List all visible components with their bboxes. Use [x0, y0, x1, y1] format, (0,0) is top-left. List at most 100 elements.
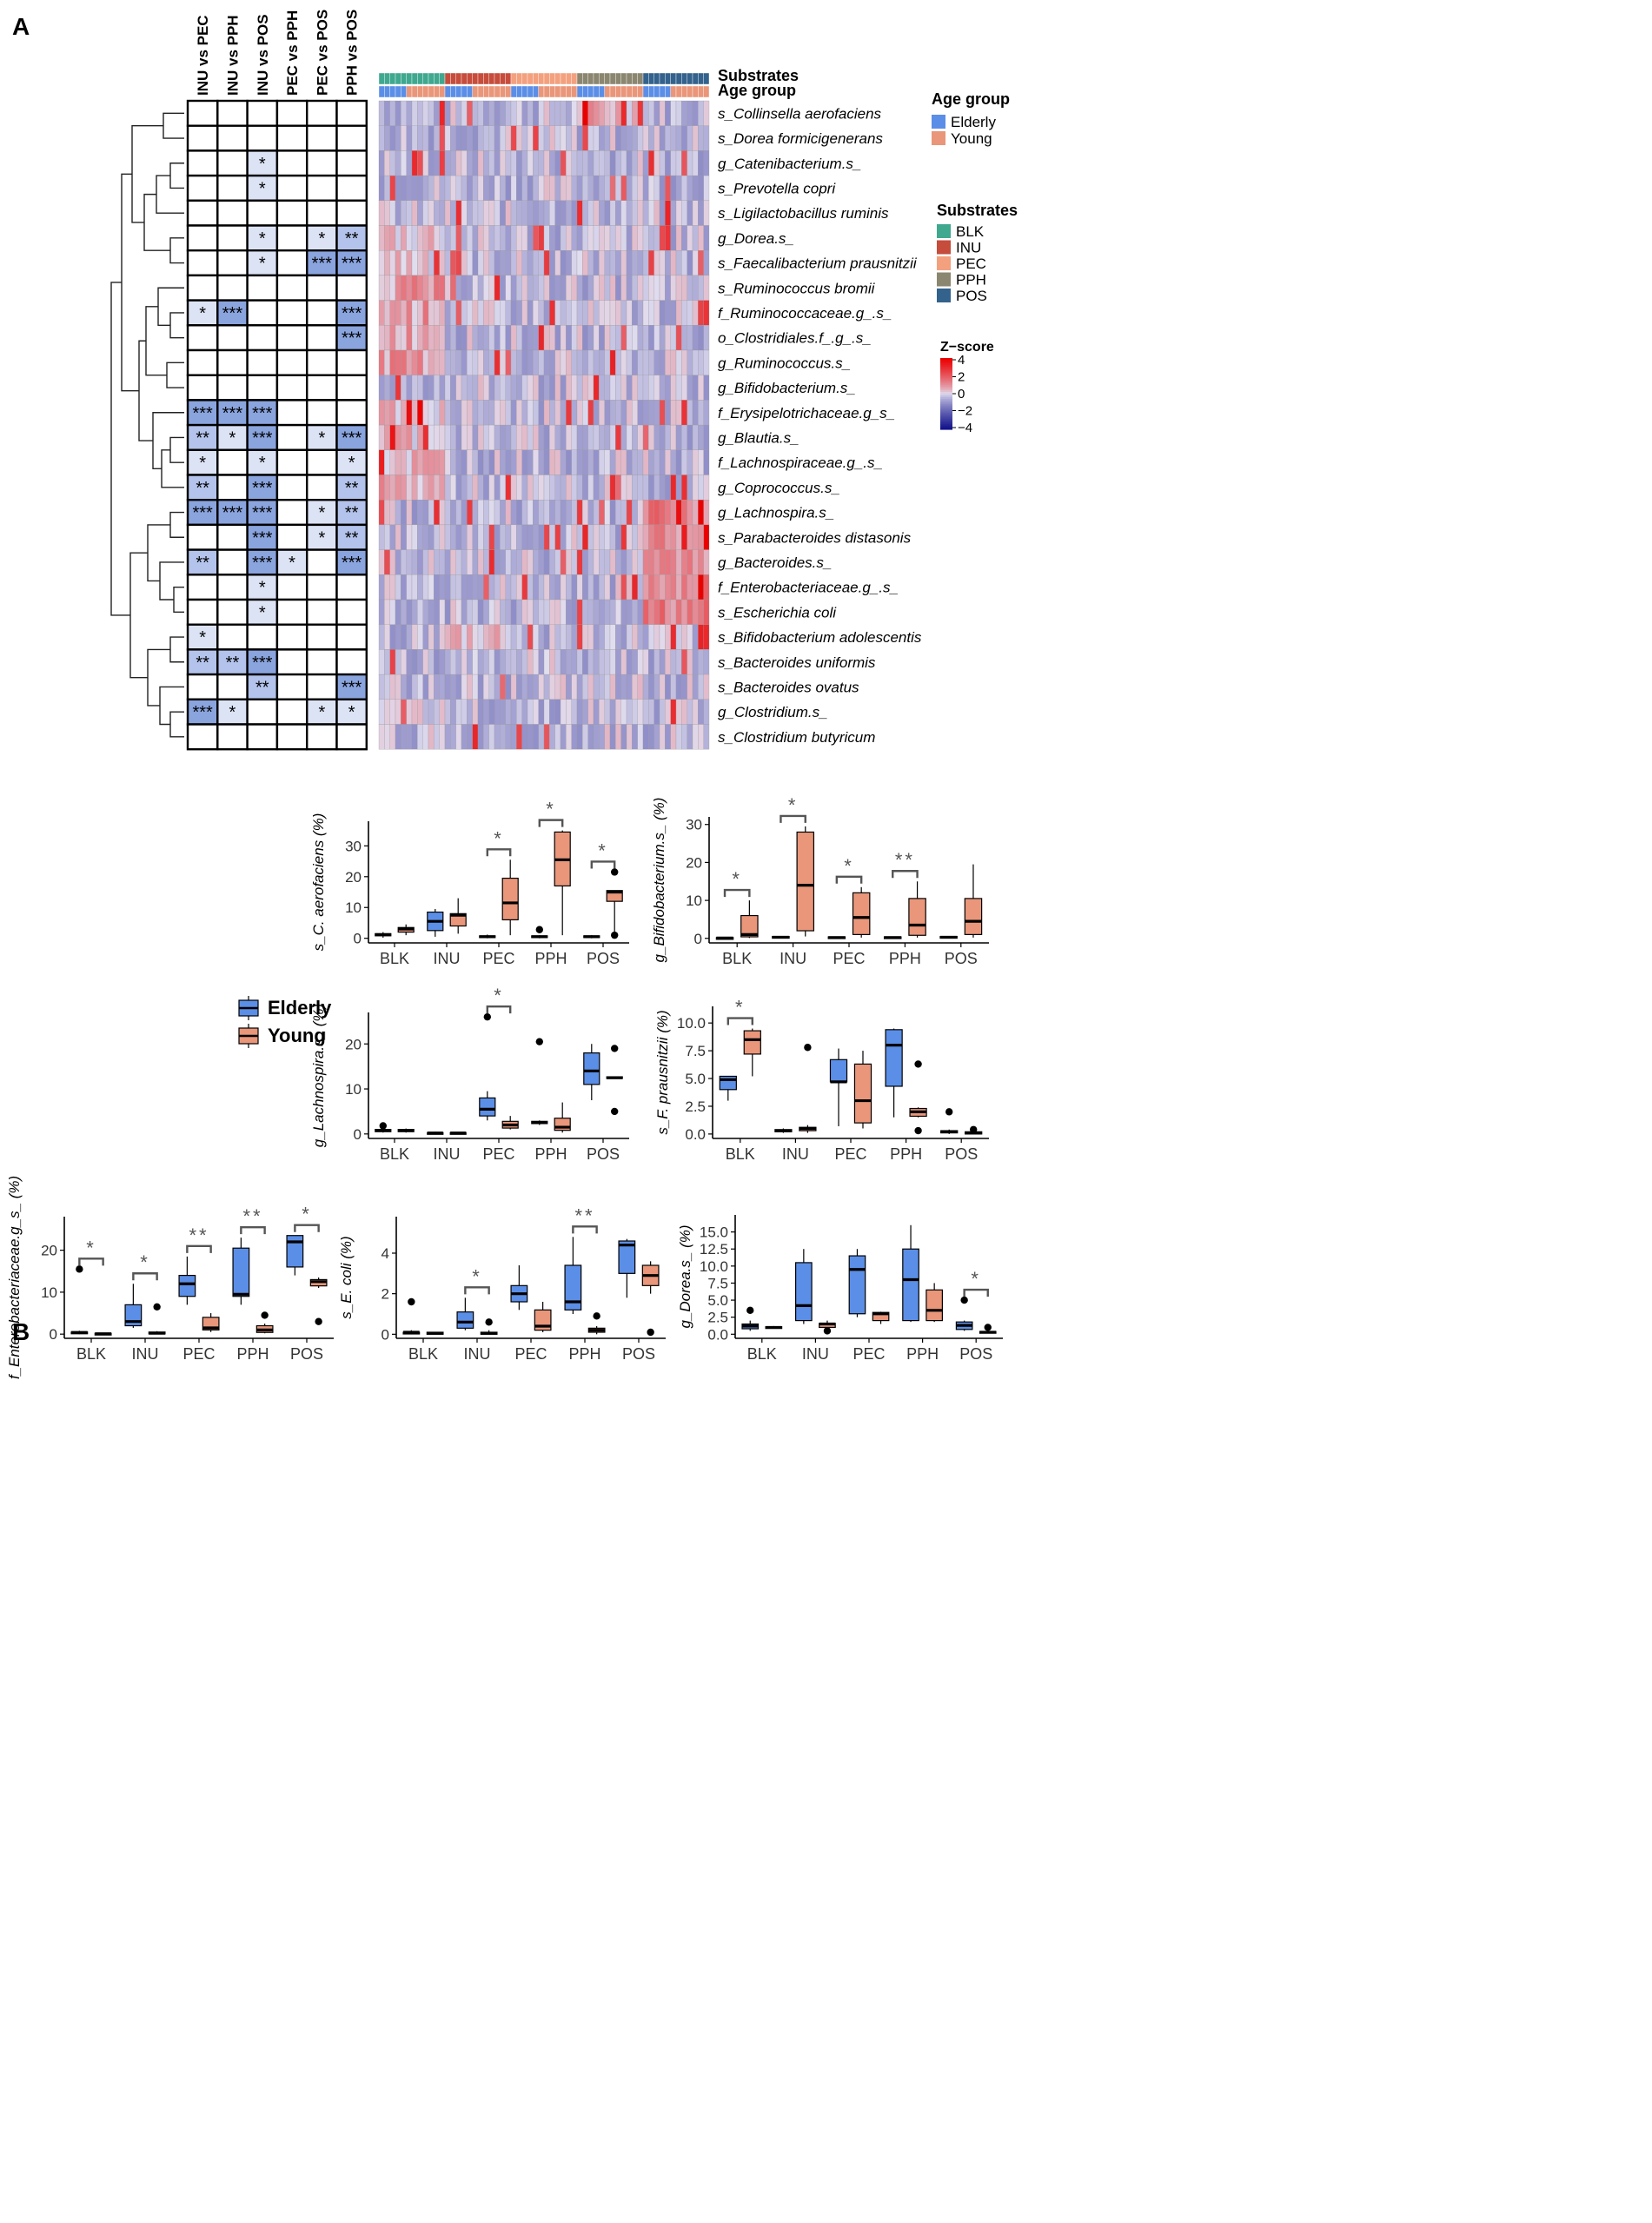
substrate-annotation-cell: [549, 72, 555, 85]
heatmap-cell: [582, 549, 588, 575]
heatmap-cell: [472, 500, 479, 526]
heatmap-row-label: s_Bifidobacterium adolescentis: [718, 629, 922, 646]
heatmap-cell: [467, 400, 473, 426]
heatmap-cell: [560, 275, 567, 301]
heatmap-cell: [687, 649, 693, 675]
substrate-annotation-cell: [587, 72, 594, 85]
heatmap-cell: [675, 400, 682, 426]
heatmap-cell: [401, 649, 407, 675]
significance-label: **: [895, 849, 915, 871]
heatmap-cell: [516, 325, 522, 351]
heatmap-cell: [488, 325, 495, 351]
heatmap-cell: [593, 649, 600, 675]
x-tick-label: INU: [132, 1345, 159, 1363]
heatmap-cell: [615, 449, 621, 475]
heatmap-cell: [637, 624, 644, 650]
outlier-point: [315, 1317, 322, 1325]
heatmap-cell: [500, 200, 506, 226]
heatmap-cell: [395, 400, 401, 426]
heatmap-cell: [615, 375, 621, 401]
heatmap-cell: [587, 250, 594, 276]
heatmap-cell: [665, 649, 671, 675]
significance-cell: [216, 374, 249, 401]
heatmap-cell: [659, 300, 666, 326]
heatmap-cell: [444, 599, 451, 625]
heatmap-cell: [615, 574, 621, 601]
heatmap-cell: [500, 549, 506, 575]
heatmap-cell: [500, 674, 506, 700]
y-tick-label: 0: [354, 931, 362, 947]
heatmap-cell: [687, 275, 693, 301]
heatmap-cell: [599, 524, 605, 550]
significance-cell: [246, 374, 279, 401]
heatmap-cell: [450, 474, 456, 501]
heatmap-cell: [698, 724, 704, 750]
legend-label: Elderly: [268, 997, 332, 1019]
y-axis-label: f_Enterobacteriaceae.g_s_ (%): [6, 1176, 23, 1379]
heatmap-cell: [483, 599, 489, 625]
heatmap-cell: [521, 150, 528, 176]
heatmap-cell: [632, 125, 638, 151]
significance-cell: [335, 274, 368, 302]
heatmap-cell: [687, 624, 693, 650]
heatmap-cell: [417, 125, 423, 151]
heatmap-cell: [434, 699, 440, 725]
significance-bracket: [723, 888, 751, 898]
significance-label: *: [788, 794, 799, 816]
heatmap-cell: [637, 300, 644, 326]
heatmap-cell: [615, 100, 621, 126]
heatmap-cell: [615, 125, 621, 151]
age-annotation-cell: [637, 85, 644, 98]
heatmap-cell: [422, 699, 429, 725]
significance-star: ***: [252, 428, 273, 448]
zscore-gradient-band: [940, 374, 952, 377]
heatmap-cell: [477, 175, 484, 201]
y-tick-label: 30: [345, 838, 362, 854]
heatmap-cell: [483, 125, 489, 151]
x-tick-label: PPH: [568, 1345, 600, 1363]
heatmap-cell: [670, 549, 677, 575]
heatmap-cell: [538, 649, 545, 675]
heatmap-cell: [675, 549, 682, 575]
heatmap-cell: [450, 449, 456, 475]
heatmap-row-label: g_Coprococcus.s_: [718, 480, 840, 496]
heatmap-cell: [538, 474, 545, 501]
heatmap-cell: [593, 225, 600, 251]
heatmap-cell: [378, 549, 385, 575]
heatmap-cell: [626, 200, 633, 226]
heatmap-cell: [582, 275, 588, 301]
heatmap-cell: [533, 724, 539, 750]
significance-bracket: [464, 1286, 490, 1295]
heatmap-cell: [500, 125, 506, 151]
heatmap-cell: [455, 474, 462, 501]
heatmap-cell: [500, 449, 506, 475]
heatmap-cell: [472, 100, 479, 126]
heatmap-cell: [450, 424, 456, 450]
heatmap-cell: [417, 699, 423, 725]
heatmap-cell: [554, 474, 561, 501]
heatmap-cell: [494, 275, 501, 301]
heatmap-cell: [439, 574, 446, 601]
heatmap-cell: [675, 349, 682, 375]
heatmap-cell: [615, 500, 621, 526]
heatmap-cell: [582, 200, 588, 226]
heatmap-cell: [483, 400, 489, 426]
heatmap-cell: [422, 225, 429, 251]
heatmap-cell: [461, 699, 468, 725]
heatmap-cell: [549, 624, 555, 650]
age-legend-label: Elderly: [951, 114, 996, 130]
heatmap-cell: [554, 325, 561, 351]
heatmap-cell: [461, 674, 468, 700]
heatmap-cell: [444, 225, 451, 251]
heatmap-cell: [654, 574, 660, 601]
heatmap-cell: [378, 424, 385, 450]
heatmap-cell: [395, 300, 401, 326]
heatmap-cell: [626, 150, 633, 176]
heatmap-cell: [560, 549, 567, 575]
heatmap-cell: [439, 125, 446, 151]
substrate-annotation-cell: [505, 72, 512, 85]
heatmap-cell: [543, 349, 550, 375]
zscore-gradient-band: [940, 395, 952, 398]
heatmap-cell: [576, 175, 583, 201]
heatmap-cell: [599, 125, 605, 151]
